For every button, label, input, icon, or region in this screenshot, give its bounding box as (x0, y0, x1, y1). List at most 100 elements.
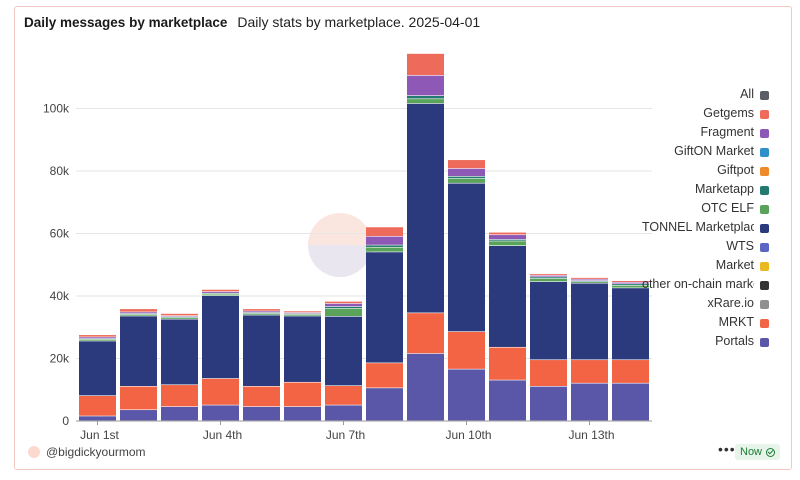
legend-swatch (760, 129, 769, 138)
legend-label: MRKT (718, 315, 754, 329)
bar-segment (571, 279, 608, 281)
y-tick-label: 100k (43, 102, 70, 116)
bar-segment (79, 416, 116, 421)
bar-segment (243, 313, 280, 315)
legend-label: OTC ELF (701, 201, 754, 215)
bar-segment (489, 232, 526, 235)
legend-item[interactable]: GiftON Market (662, 143, 774, 162)
bar-segment (79, 396, 116, 416)
legend-item[interactable]: Fragment (662, 124, 774, 143)
bar-segment (489, 241, 526, 246)
legend-swatch (760, 338, 769, 347)
bar-segment (448, 331, 485, 369)
bar-segment (284, 382, 321, 407)
bar-segment (120, 316, 157, 387)
bar-segment (489, 235, 526, 240)
legend-swatch (760, 262, 769, 271)
bar-segment (489, 239, 526, 241)
bar-segment (366, 236, 403, 245)
legend-item[interactable]: xRare.io (662, 295, 774, 314)
author-handle: @bigdickyourmom (46, 445, 146, 459)
y-tick-label: 20k (50, 352, 70, 366)
bar-segment (448, 176, 485, 179)
legend-item[interactable]: WTS (662, 238, 774, 257)
legend-item[interactable]: Giftpot (662, 162, 774, 181)
bar-segment (407, 96, 444, 99)
legend-label: Getgems (703, 106, 754, 120)
legend-swatch (760, 205, 769, 214)
bar-segment (120, 410, 157, 421)
footer-author[interactable]: @bigdickyourmom (28, 445, 146, 459)
legend-swatch (760, 224, 769, 233)
bar-segment (571, 360, 608, 383)
bar-segment (612, 360, 649, 383)
legend-label: Fragment (700, 125, 755, 139)
bar-segment (79, 339, 116, 341)
legend-item[interactable]: Getgems (662, 105, 774, 124)
bar-segment (407, 53, 444, 76)
bar-segment (407, 353, 444, 421)
bar-segment (325, 405, 362, 421)
chart-header: Daily messages by marketplace Daily stats… (24, 14, 480, 30)
legend-swatch (760, 319, 769, 328)
legend-item[interactable]: MRKT (662, 314, 774, 333)
bar-segment (325, 301, 362, 304)
y-tick-label: 0 (62, 414, 69, 428)
avatar (28, 446, 40, 458)
bar-segment (448, 168, 485, 177)
bar-segment (202, 378, 239, 405)
bar-segment (284, 406, 321, 421)
status-label: Now (740, 446, 763, 458)
bar-segment (612, 282, 649, 284)
bar-segment (571, 281, 608, 283)
legend-item[interactable]: other on-chain market (642, 276, 774, 295)
y-tick-label: 80k (50, 164, 70, 178)
bar-segment (243, 386, 280, 407)
legend-item[interactable]: All (662, 86, 774, 105)
bar-segment (448, 178, 485, 183)
legend-swatch (760, 110, 769, 119)
chart-subtitle: Daily stats by marketplace. 2025-04-01 (237, 14, 481, 30)
legend-item[interactable]: TONNEL Marketplace (642, 219, 774, 238)
bar-segment (79, 337, 116, 339)
bar-segment (407, 99, 444, 104)
bar-segment (489, 380, 526, 421)
legend-label: xRare.io (707, 296, 754, 310)
legend-item[interactable]: Market (662, 257, 774, 276)
bar-segment (243, 315, 280, 387)
legend-swatch (760, 186, 769, 195)
bar-segment (489, 246, 526, 347)
bar-segment (407, 313, 444, 354)
bar-segment (530, 360, 567, 387)
more-options-icon[interactable]: ••• (718, 441, 736, 457)
legend-item[interactable]: Marketapp (662, 181, 774, 200)
legend-swatch (760, 300, 769, 309)
bar-segment (243, 311, 280, 313)
bar-segment (571, 283, 608, 360)
bar-segment (366, 247, 403, 252)
bar-segment (202, 289, 239, 292)
legend-item[interactable]: OTC ELF (662, 200, 774, 219)
chart-title: Daily messages by marketplace (24, 15, 228, 30)
bar-segment (325, 386, 362, 405)
bar-segment (325, 303, 362, 307)
legend-label: WTS (726, 239, 754, 253)
bar-segment (243, 406, 280, 421)
legend-label: Giftpot (717, 163, 754, 177)
bar-segment (120, 312, 157, 314)
bar-segment (161, 406, 198, 421)
bar-segment (448, 183, 485, 332)
legend-item[interactable]: Portals (662, 333, 774, 352)
bar-segment (284, 316, 321, 382)
bar-segment (407, 103, 444, 313)
bar-segment (161, 313, 198, 316)
x-tick-label: Jun 4th (203, 428, 242, 442)
bar-segment (612, 288, 649, 360)
bar-segment (202, 291, 239, 293)
check-circle-icon (766, 447, 776, 457)
bar-segment (120, 314, 157, 316)
legend-swatch (760, 91, 769, 100)
bar-segment (202, 296, 239, 379)
bar-segment (325, 316, 362, 386)
